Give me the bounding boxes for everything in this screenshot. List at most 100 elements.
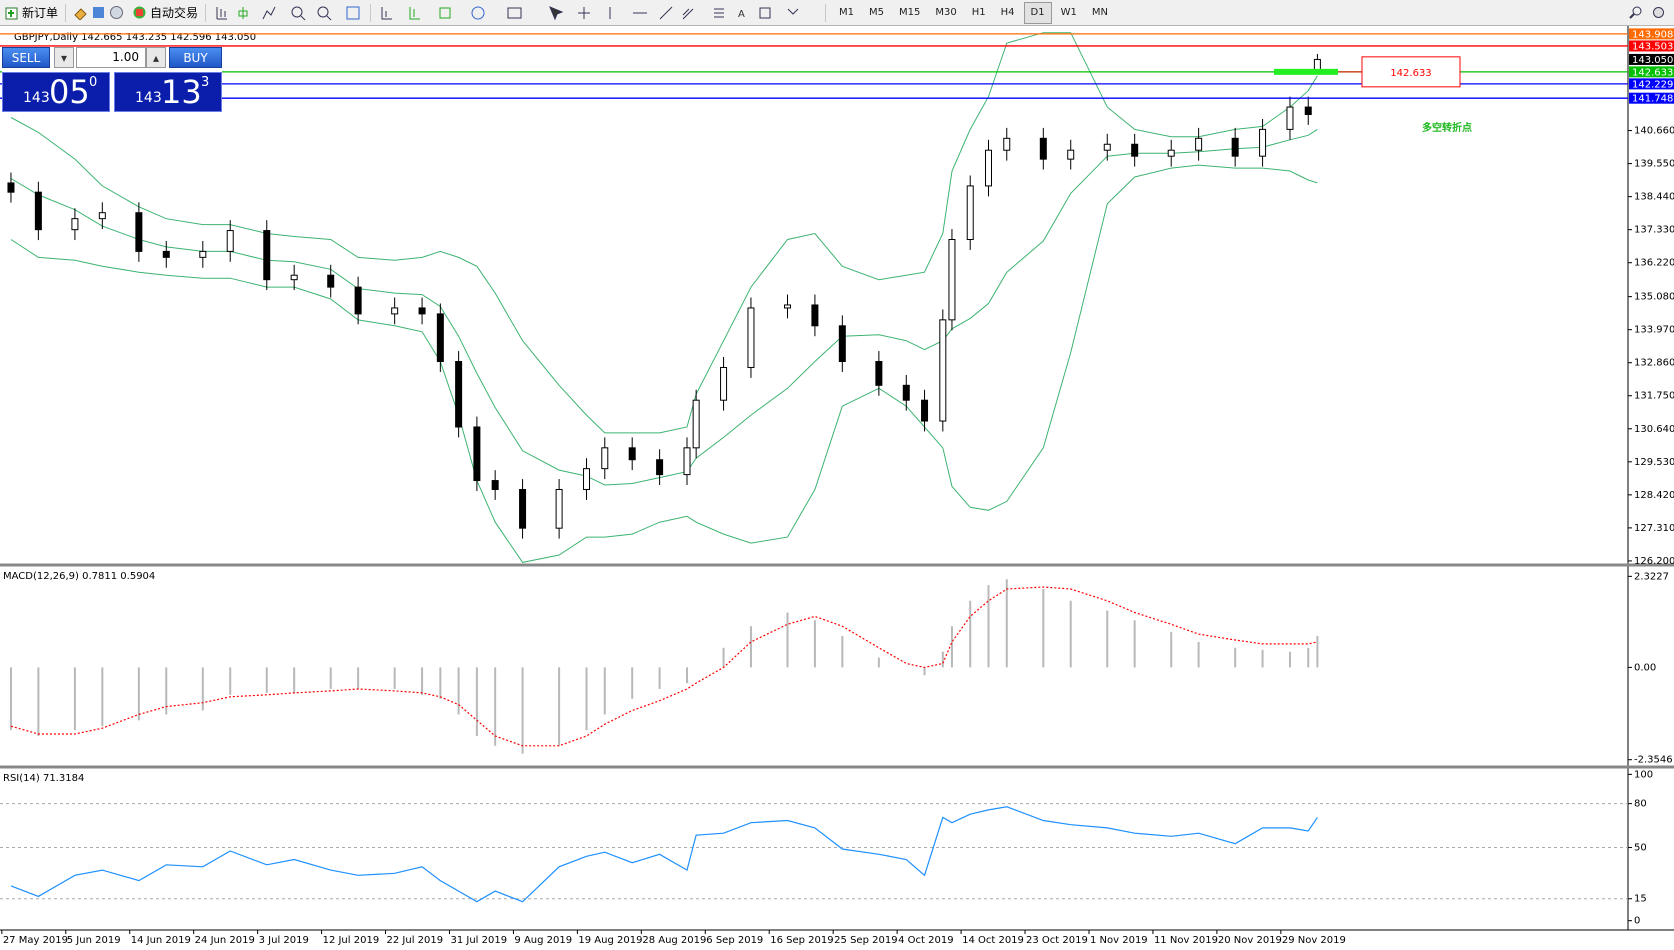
bollinger-lower (10, 164, 1318, 563)
price-label-box (1629, 53, 1674, 65)
buy-price[interactable]: 143 13 3 (114, 72, 222, 112)
new-order-button[interactable]: 新订单 (0, 2, 62, 24)
icon (133, 6, 146, 19)
main-title: GBPJPY,Daily 142.665 143.235 142.596 143… (14, 32, 256, 43)
candle-body (455, 361, 463, 428)
bollinger-middle (10, 128, 1318, 486)
y-tick-label: 130.640 (1634, 424, 1674, 435)
x-tick-label: 9 Aug 2019 (514, 935, 572, 946)
candle-body (1067, 149, 1075, 160)
candle-body (583, 468, 591, 490)
y-tick-label: 2.3227 (1634, 571, 1669, 582)
timeframe-button[interactable]: H4 (1000, 7, 1015, 18)
y-tick-label: 139.550 (1634, 159, 1674, 170)
candle-body (34, 191, 42, 231)
price-label-box (1629, 28, 1674, 40)
price-label: 141.748 (1632, 94, 1673, 105)
x-tick-label: 1 Nov 2019 (1090, 935, 1148, 946)
icons (216, 6, 360, 20)
candle-body (354, 286, 362, 315)
pips: 05 (49, 73, 90, 111)
y-tick-label: -2.3546 (1634, 755, 1673, 766)
timeframe-button[interactable]: M1 (839, 7, 855, 18)
candle-body (984, 149, 992, 187)
price-label-box (1629, 66, 1674, 78)
icon (74, 8, 87, 20)
price-label: 143.050 (1632, 55, 1673, 66)
x-tick-label: 23 Oct 2019 (1026, 935, 1088, 946)
y-tick-label: 80 (1634, 799, 1647, 810)
candle-body (921, 399, 929, 422)
candle-body (199, 250, 207, 258)
label: 新订单 (22, 6, 59, 20)
x-tick-label: 25 Sep 2019 (834, 935, 897, 946)
search-icon[interactable] (1628, 5, 1643, 20)
timeframe-button[interactable]: MN (1091, 7, 1108, 18)
pips: 13 (161, 73, 202, 111)
candle-body (98, 212, 106, 220)
fraction: 0 (89, 75, 98, 90)
candle-body (263, 230, 271, 281)
y-tick-label: 100 (1634, 769, 1653, 780)
candle-body (391, 307, 399, 315)
x-tick-label: 29 Nov 2019 (1282, 935, 1346, 946)
candle-body (436, 313, 444, 363)
price-label: 143.908 (1632, 29, 1673, 40)
candle-body (519, 488, 527, 529)
timeframe-button[interactable]: M5 (869, 7, 885, 18)
big-figure: 143 (135, 90, 162, 106)
candle-body (784, 304, 792, 309)
toolbar: 新订单 自动交易 A M1 M5 M15 M30 H1 H4 D1 W1 MN (0, 0, 1674, 26)
tool-icons[interactable] (69, 2, 128, 24)
chart-background (0, 25, 1674, 950)
x-tick-label: 6 Sep 2019 (706, 935, 763, 946)
candle-body (162, 250, 170, 258)
chart-tools[interactable] (209, 2, 367, 24)
separator (65, 3, 67, 22)
candle-body (135, 212, 143, 252)
drawing-tools[interactable]: A (374, 2, 822, 24)
volume-down[interactable]: ▾ (54, 47, 74, 68)
candle-body (902, 384, 910, 401)
timeframe-button[interactable]: W1 (1060, 7, 1077, 18)
separator (825, 3, 827, 22)
callout-box (1361, 56, 1461, 88)
volume-up[interactable]: ▴ (146, 47, 166, 68)
timeframe-button[interactable]: H1 (971, 7, 986, 18)
candle-body (939, 319, 947, 422)
timeframe-button[interactable]: M30 (935, 7, 957, 18)
x-tick-label: 4 Oct 2019 (898, 935, 953, 946)
sell-button[interactable]: SELL (2, 47, 50, 68)
y-tick-label: 128.420 (1634, 490, 1674, 501)
buy-button[interactable]: BUY (169, 47, 222, 68)
candle-body (226, 230, 234, 252)
x-tick-label: 14 Oct 2019 (962, 935, 1024, 946)
y-tick-label: 0 (1634, 916, 1640, 927)
rsi-line (10, 806, 1318, 903)
candle-body (491, 480, 499, 490)
candle-body (720, 366, 728, 401)
auto-trading-button[interactable]: 自动交易 (128, 2, 202, 24)
candle-body (1286, 106, 1294, 130)
separator (370, 3, 372, 22)
x-tick-label: 28 Aug 2019 (642, 935, 706, 946)
price-label: 143.503 (1632, 41, 1673, 52)
y-tick-label: 136.220 (1634, 258, 1674, 269)
icons: A (381, 5, 799, 20)
timeframe-button[interactable]: D1 (1023, 1, 1052, 24)
timeframe-button[interactable]: M15 (899, 7, 921, 18)
settings-icon[interactable] (1651, 5, 1666, 20)
candle-body (290, 274, 298, 281)
y-tick-label: 140.660 (1634, 126, 1674, 137)
x-tick-label: 3 Jul 2019 (259, 935, 309, 946)
candle-body (418, 307, 426, 315)
volume-input[interactable]: 1.00 (76, 47, 146, 68)
candle-body (1304, 106, 1312, 115)
x-tick-label: 24 Jun 2019 (195, 935, 255, 946)
y-tick-label: 132.860 (1634, 358, 1674, 369)
sell-price[interactable]: 143 05 0 (2, 72, 110, 112)
candle-body (875, 361, 883, 386)
candle-body (327, 274, 335, 288)
y-tick-label: 137.330 (1634, 225, 1674, 236)
